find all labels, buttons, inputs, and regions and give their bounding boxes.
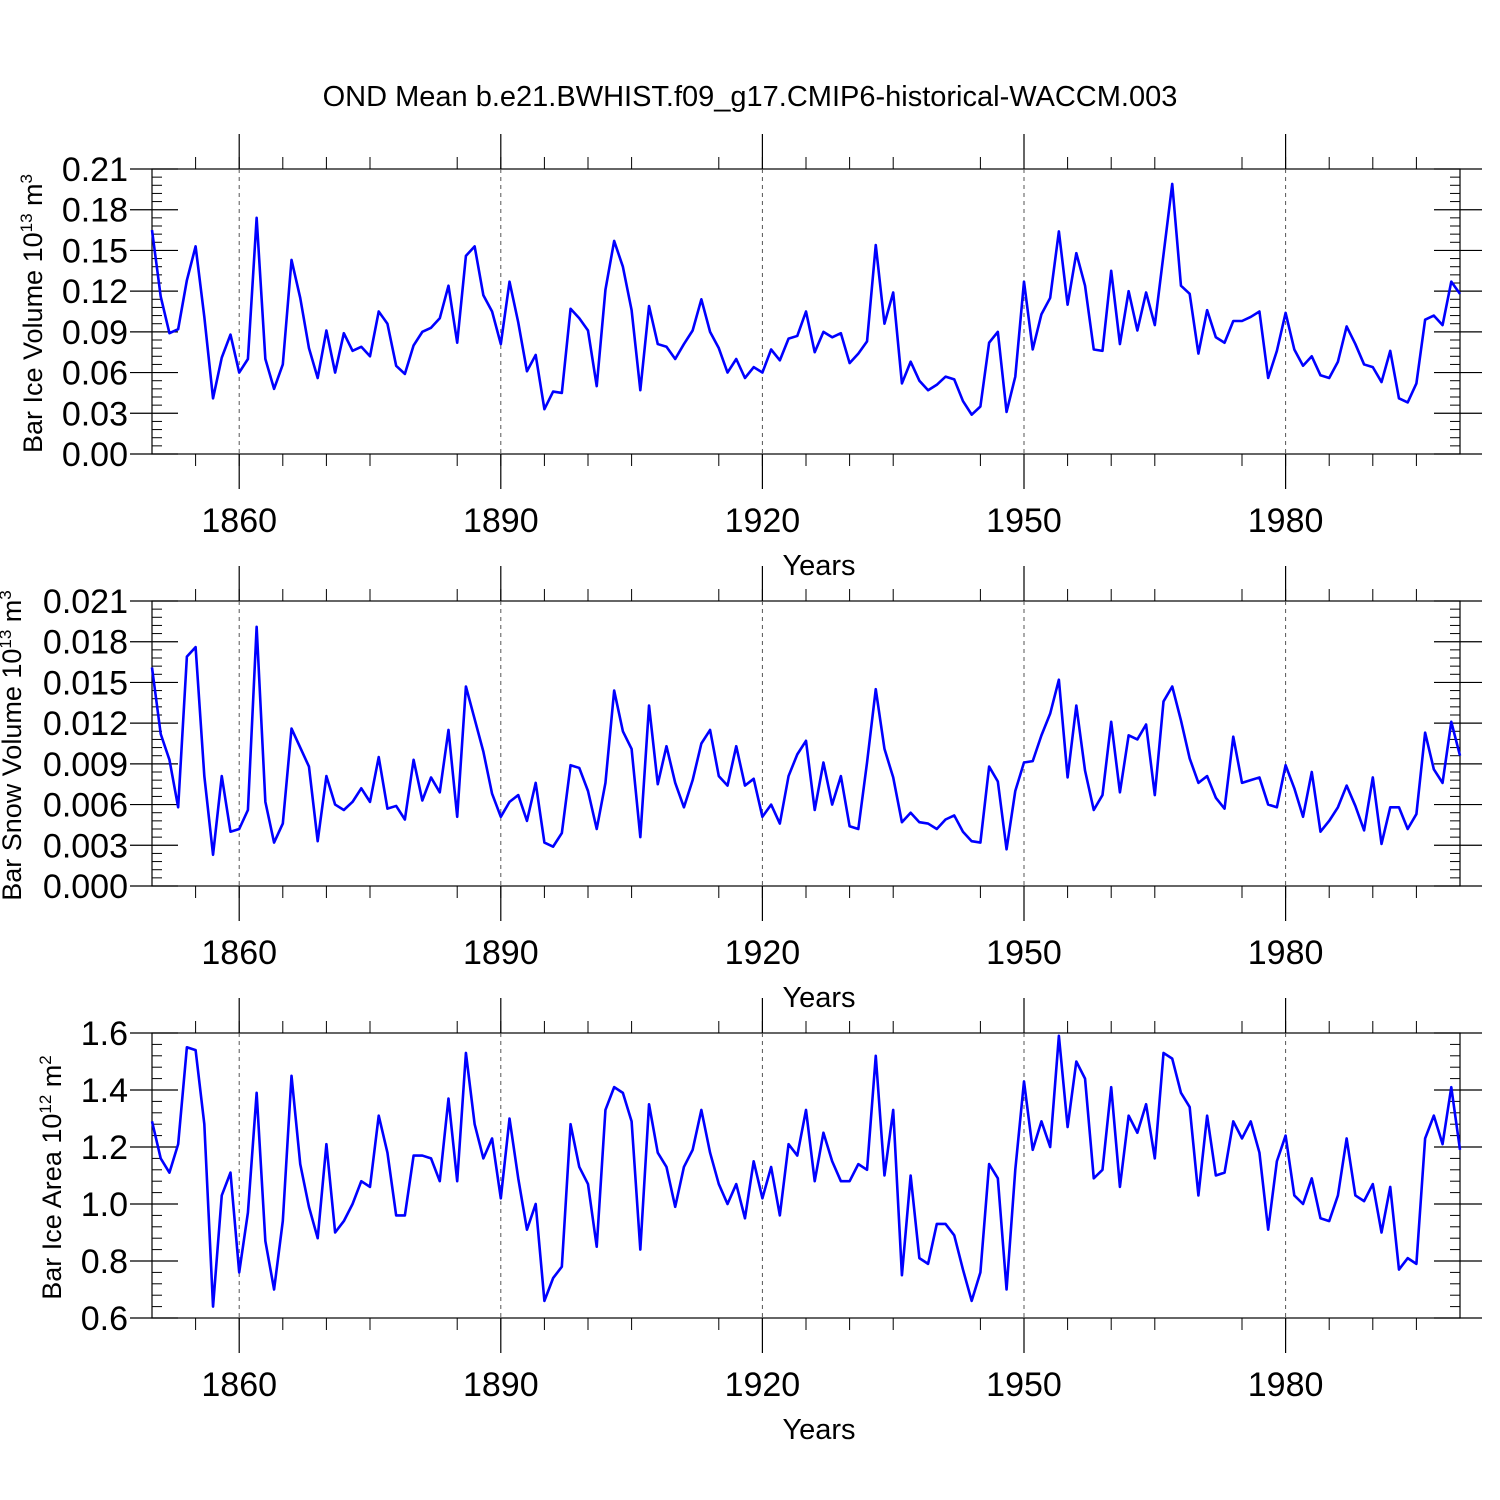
y-tick-label: 0.021 — [43, 583, 128, 621]
y-tick-label: 1.0 — [81, 1186, 128, 1224]
x-tick-label: 1980 — [1248, 502, 1324, 540]
x-tick-label: 1950 — [986, 1366, 1062, 1404]
x-tick-label: 1920 — [725, 1366, 801, 1404]
y-tick-label: 0.6 — [81, 1300, 128, 1338]
y-tick-label: 0.00 — [62, 436, 128, 474]
chart-panel-1: 1860 1890 1920 1950 1980 0.000.030.060.090.12… — [17, 134, 1482, 582]
y-tick-label: 0.003 — [43, 827, 128, 865]
y-tick-label: 0.12 — [62, 273, 128, 311]
x-tick-label: 1920 — [725, 502, 801, 540]
x-tick-label: 1950 — [986, 502, 1062, 540]
x-tick-label: 1920 — [725, 934, 801, 972]
x-tick-label: 1860 — [201, 1366, 277, 1404]
y-tick-label: 0.009 — [43, 746, 128, 784]
y-tick-label: 0.06 — [62, 355, 128, 393]
y-tick-label: 0.15 — [62, 232, 128, 270]
y-tick-label: 0.012 — [43, 705, 128, 743]
x-tick-label: 1980 — [1248, 1366, 1324, 1404]
y-axis-label: Bar Ice Area 1012 m2 — [36, 1055, 67, 1300]
y-tick-label: 0.18 — [62, 192, 128, 230]
x-tick-label: 1980 — [1248, 934, 1324, 972]
plot-frame — [151, 1032, 1461, 1319]
y-tick-label: 0.018 — [43, 624, 128, 662]
x-tick-label: 1950 — [986, 934, 1062, 972]
y-axis-label: Bar Snow Volume 1013 m3 — [0, 590, 27, 901]
y-tick-label: 0.000 — [43, 868, 128, 906]
x-tick-label: 1890 — [463, 502, 539, 540]
y-tick-label: 0.03 — [62, 395, 128, 433]
x-tick-label: 1860 — [201, 502, 277, 540]
chart-panel-3: 1860 1890 1920 1950 1980 0.6 0.8 1.0 1.2 1.4 1.6 Ye… — [36, 998, 1482, 1446]
y-tick-label: 1.2 — [81, 1129, 128, 1167]
y-tick-label: 0.006 — [43, 787, 128, 825]
x-tick-label: 1890 — [463, 1366, 539, 1404]
series-line — [150, 625, 1462, 857]
chart-panel-2: 1860 1890 1920 1950 1980 0.0000.0030.0060.009… — [0, 566, 1482, 1014]
y-tick-label: 1.6 — [81, 1015, 128, 1053]
y-tick-label: 0.8 — [81, 1243, 128, 1281]
series-line — [150, 182, 1462, 416]
y-tick-label: 0.21 — [62, 151, 128, 189]
x-tick-label: 1860 — [201, 934, 277, 972]
series-line — [150, 1034, 1462, 1308]
x-tick-label: 1890 — [463, 934, 539, 972]
chart-title: OND Mean b.e21.BWHIST.f09_g17.CMIP6-hist… — [323, 81, 1178, 113]
y-axis-label: Bar Ice Volume 1013 m3 — [17, 174, 48, 453]
x-axis-label: Years — [782, 982, 855, 1014]
x-axis-label: Years — [782, 550, 855, 582]
y-tick-label: 1.4 — [81, 1072, 128, 1110]
x-axis-label: Years — [782, 1414, 855, 1446]
y-tick-label: 0.09 — [62, 314, 128, 352]
y-tick-label: 0.015 — [43, 664, 128, 702]
